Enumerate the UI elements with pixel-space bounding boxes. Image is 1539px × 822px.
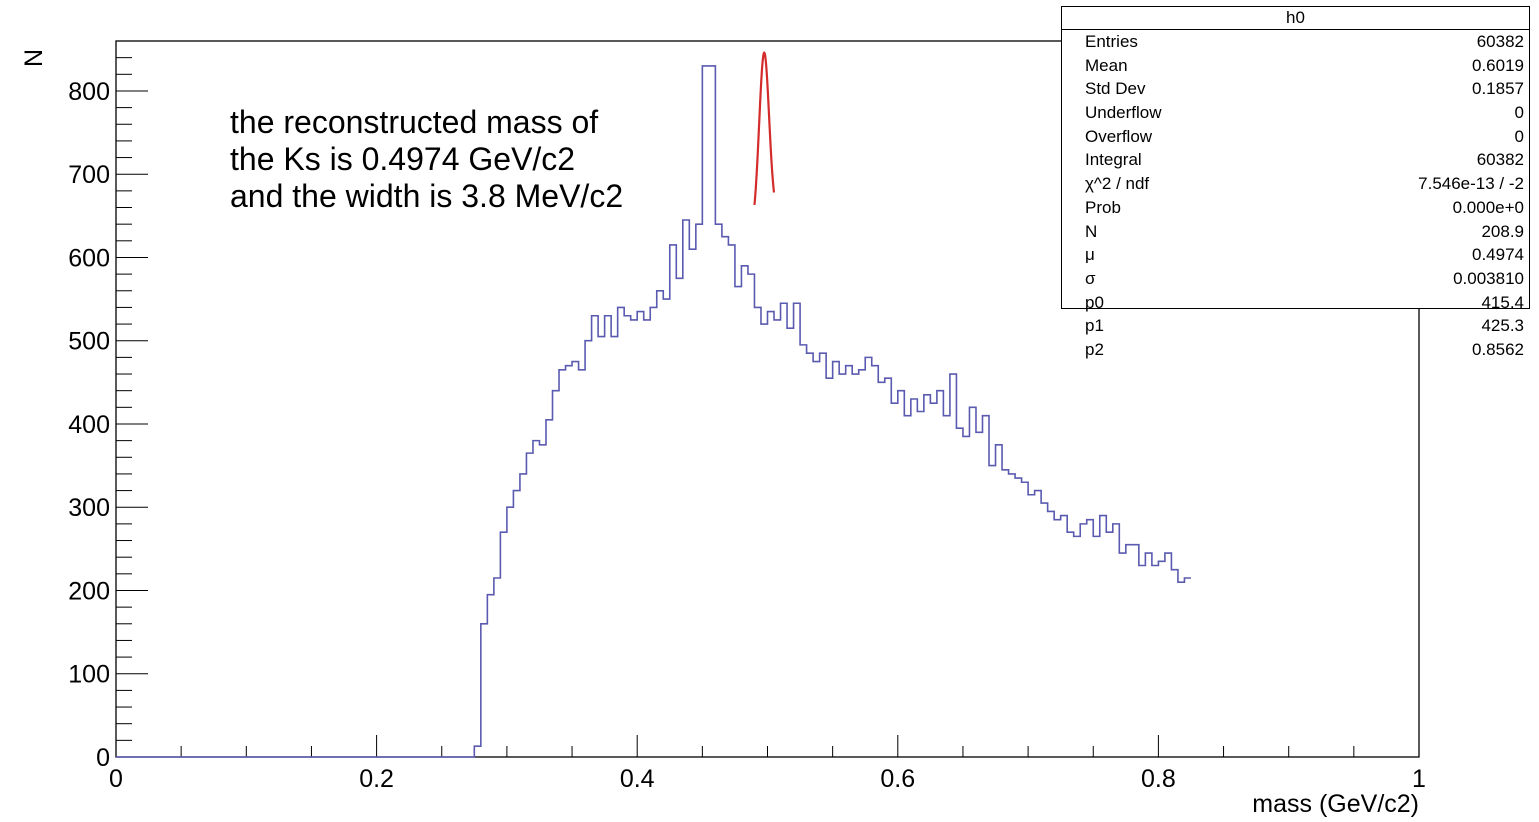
annotation-line-1: the reconstructed mass of (230, 104, 623, 141)
stats-label: p2 (1085, 338, 1104, 362)
x-tick-label: 0 (109, 765, 123, 793)
stats-row: N 208.9 (1062, 220, 1529, 244)
y-tick-label: 100 (68, 661, 110, 689)
stats-label: Entries (1085, 30, 1138, 54)
stats-value: 0 (1515, 125, 1524, 149)
stats-value: 7.546e-13 / -2 (1418, 172, 1524, 196)
stats-label: μ (1085, 243, 1095, 267)
stats-label: σ (1085, 267, 1096, 291)
y-axis-label: N (20, 49, 48, 67)
x-tick-label: 1 (1412, 765, 1426, 793)
stats-row: σ 0.003810 (1062, 267, 1529, 291)
stats-label: Std Dev (1085, 77, 1145, 101)
stats-row: Entries 60382 (1062, 30, 1529, 54)
stats-row: χ^2 / ndf 7.546e-13 / -2 (1062, 172, 1529, 196)
x-tick-label: 0.8 (1141, 765, 1176, 793)
stats-label: p0 (1085, 291, 1104, 315)
x-axis-label: mass (GeV/c2) (1252, 790, 1419, 818)
stats-row: Std Dev 0.1857 (1062, 77, 1529, 101)
stats-value: 0.4974 (1472, 243, 1524, 267)
stats-row: p2 0.8562 (1062, 338, 1529, 362)
stats-label: Overflow (1085, 125, 1152, 149)
y-tick-label: 200 (68, 577, 110, 605)
stats-value: 60382 (1477, 148, 1524, 172)
stats-value: 208.9 (1481, 220, 1524, 244)
stats-value: 0.8562 (1472, 338, 1524, 362)
stats-row: Mean 0.6019 (1062, 54, 1529, 78)
y-tick-label: 300 (68, 494, 110, 522)
stats-value: 0 (1515, 101, 1524, 125)
stats-label: N (1085, 220, 1097, 244)
stats-value: 0.1857 (1472, 77, 1524, 101)
y-tick-label: 400 (68, 411, 110, 439)
stats-label: Underflow (1085, 101, 1162, 125)
stats-label: Prob (1085, 196, 1121, 220)
stats-value: 60382 (1477, 30, 1524, 54)
stats-label: Integral (1085, 148, 1142, 172)
x-axis-ticks: 0 0.2 0.4 0.6 0.8 1 (109, 735, 1426, 793)
stats-row: Integral 60382 (1062, 148, 1529, 172)
annotation-line-3: and the width is 3.8 MeV/c2 (230, 178, 623, 215)
y-tick-label: 500 (68, 328, 110, 356)
stats-row: Prob 0.000e+0 (1062, 196, 1529, 220)
stats-value: 0.6019 (1472, 54, 1524, 78)
y-tick-label: 800 (68, 78, 110, 106)
y-tick-label: 700 (68, 161, 110, 189)
stats-box: h0 Entries 60382 Mean 0.6019 Std Dev 0.1857 Un… (1061, 6, 1530, 309)
stats-label: χ^2 / ndf (1085, 172, 1149, 196)
stats-row: μ 0.4974 (1062, 243, 1529, 267)
annotation-text: the reconstructed mass of the Ks is 0.49… (230, 104, 623, 215)
x-tick-label: 0.6 (880, 765, 915, 793)
stats-label: p1 (1085, 314, 1104, 338)
stats-row: Overflow 0 (1062, 125, 1529, 149)
stats-value: 0.003810 (1453, 267, 1524, 291)
stats-row: Underflow 0 (1062, 101, 1529, 125)
y-tick-label: 0 (96, 744, 110, 772)
x-tick-label: 0.2 (359, 765, 394, 793)
stats-value: 415.4 (1481, 291, 1524, 315)
annotation-line-2: the Ks is 0.4974 GeV/c2 (230, 141, 623, 178)
stats-title: h0 (1062, 7, 1529, 30)
stats-row: p0 415.4 (1062, 291, 1529, 315)
y-tick-label: 600 (68, 244, 110, 272)
stats-value: 425.3 (1481, 314, 1524, 338)
x-tick-label: 0.4 (620, 765, 655, 793)
stats-row: p1 425.3 (1062, 314, 1529, 338)
gaussian-fit-curve (754, 53, 774, 205)
y-axis-ticks: 0 100 200 300 400 500 600 700 800 (68, 58, 148, 772)
stats-rows: Entries 60382 Mean 0.6019 Std Dev 0.1857 Under… (1062, 30, 1529, 362)
stats-label: Mean (1085, 54, 1128, 78)
stats-value: 0.000e+0 (1453, 196, 1524, 220)
